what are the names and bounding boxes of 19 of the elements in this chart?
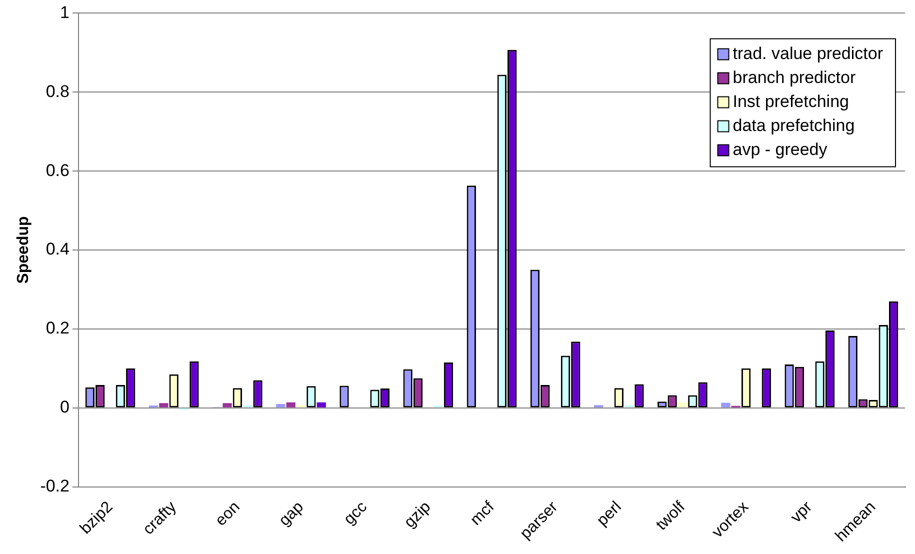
y-tick-label: -0.2 — [40, 476, 70, 496]
x-tick-label: eon — [212, 498, 244, 530]
y-axis-title: Speedup — [15, 216, 32, 284]
y-tick-label: 0 — [60, 398, 70, 417]
y-tick-label: 0.6 — [46, 160, 70, 180]
y-tick-label: 1 — [60, 2, 70, 22]
y-tick-label: 0.2 — [46, 318, 70, 338]
legend-label: branch predictor — [732, 68, 856, 87]
legend-label: trad. value predictor — [732, 44, 884, 63]
x-tick-label: mcf — [467, 498, 498, 529]
x-tick-label: gap — [276, 498, 308, 530]
legend-label: avp - greedy — [732, 140, 828, 159]
legend-label: data prefetching — [732, 116, 855, 135]
legend-label: Inst prefetching — [732, 92, 850, 111]
x-tick-label: gzip — [401, 498, 434, 532]
x-tick-label: vpr — [788, 498, 816, 526]
y-tick-label: 0.4 — [46, 240, 70, 259]
x-tick-label: gcc — [340, 498, 371, 528]
y-tick-label: 0.8 — [46, 82, 70, 101]
